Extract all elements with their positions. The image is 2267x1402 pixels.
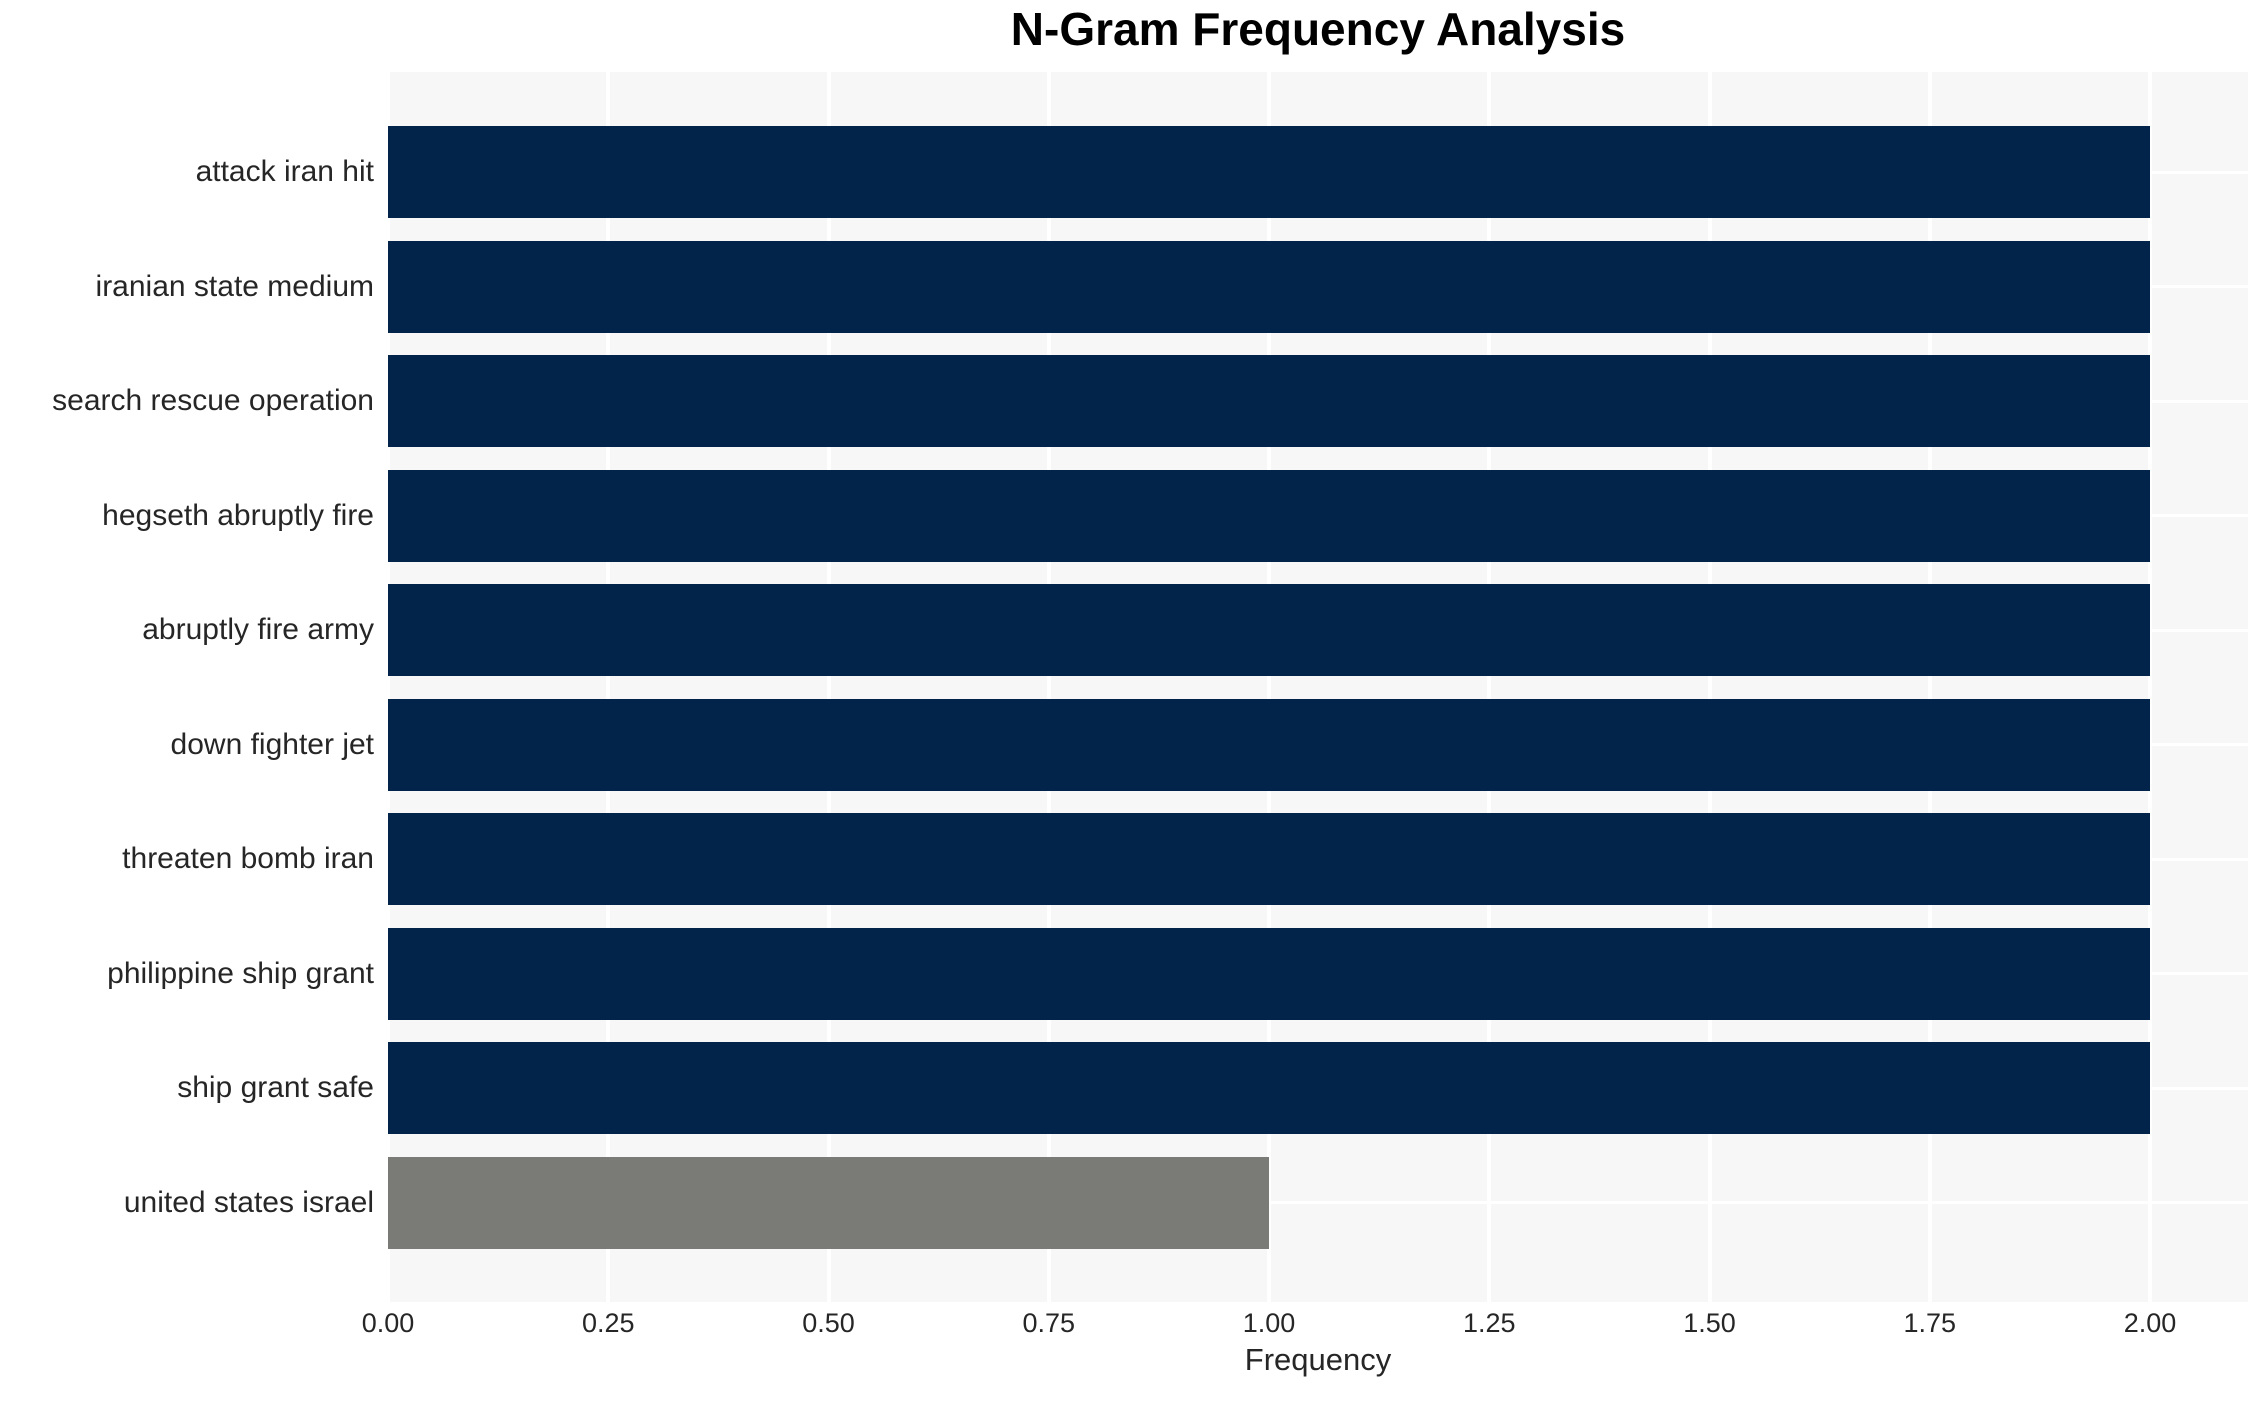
vertical-gridline [1707,72,1712,1302]
vertical-gridline [1046,72,1051,1302]
x-tick-label: 0.00 [361,1308,415,1338]
bar [388,813,2150,906]
x-tick-label: 2.00 [2123,1308,2177,1338]
y-tick-label: philippine ship grant [107,956,374,990]
y-tick-label: abruptly fire army [142,613,374,647]
y-tick-label: threaten bomb iran [122,842,374,876]
bar [388,1042,2150,1135]
vertical-gridline [606,72,611,1302]
bar [388,355,2150,448]
x-tick-label: 1.25 [1462,1308,1516,1338]
vertical-gridline [1487,72,1492,1302]
vertical-gridline [1267,72,1271,1302]
y-tick-label: attack iran hit [195,155,374,188]
vertical-gridline [826,72,831,1302]
bar [388,469,2150,562]
x-tick-label: 0.75 [1022,1308,1076,1338]
bar [388,584,2150,677]
y-tick-label: iranian state medium [95,269,374,303]
x-axis-label: Frequency [1244,1342,1392,1377]
vertical-gridline [2148,72,2152,1302]
y-tick-label: ship grant safe [177,1071,374,1105]
bar [388,240,2150,333]
vertical-gridline [1927,72,1932,1302]
y-tick-label: search rescue operation [52,384,374,418]
vertical-gridline [386,72,390,1302]
bar [388,698,2150,791]
y-tick-label: united states israel [123,1185,374,1219]
x-tick-label: 1.00 [1242,1308,1296,1338]
y-tick-label: hegseth abruptly fire [102,498,374,532]
x-tick-label: 1.50 [1683,1308,1736,1338]
x-tick-label: 0.50 [802,1308,855,1338]
y-tick-label: down fighter jet [170,727,374,761]
bar [388,927,2150,1020]
x-tick-label: 1.75 [1903,1308,1957,1338]
bar [388,126,2150,218]
chart-title: N-Gram Frequency Analysis [1010,3,1626,55]
horizontal-gridline [388,1201,2248,1205]
x-tick-label: 0.25 [581,1308,635,1338]
plot-area [386,72,2248,1302]
bar [388,1156,1269,1249]
